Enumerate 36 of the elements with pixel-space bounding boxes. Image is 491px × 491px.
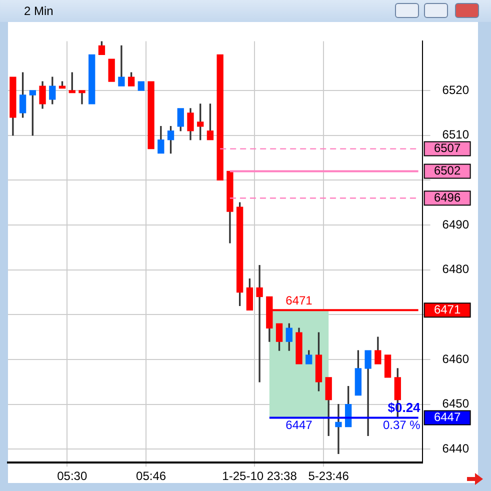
y-tick-label: 6460: [442, 352, 470, 366]
y-tick-label: 6440: [442, 441, 470, 456]
candlestick: [256, 265, 263, 382]
ref-line-label: 6471: [434, 302, 461, 316]
annotation: 6471: [286, 293, 313, 308]
ref-line-label: 6496: [434, 190, 461, 204]
candlestick: [384, 354, 392, 378]
chart-title: 2 Min: [24, 4, 54, 18]
y-tick-label: 6480: [442, 262, 470, 276]
candlestick: [138, 81, 144, 91]
y-tick-label: 6510: [442, 128, 470, 142]
y-tick-label: 6490: [442, 217, 470, 232]
candlestick: [118, 45, 125, 86]
ref-line-label: 6447: [434, 410, 461, 424]
candlestick: [148, 81, 154, 150]
x-tick-label: 05:46: [136, 469, 166, 484]
candlestick: [226, 170, 234, 244]
y-tick-label: 6450: [442, 396, 470, 411]
x-tick-label: 5-23:46: [308, 469, 350, 484]
candlestick: [88, 54, 96, 104]
candlestick: [10, 76, 16, 136]
candlestick: [187, 108, 194, 140]
candlestick: [39, 81, 46, 109]
ref-line-label: 6502: [434, 164, 461, 178]
candlestick: [216, 54, 224, 181]
annotation: 6447: [286, 418, 313, 432]
annotation: 0.37 %: [382, 418, 421, 432]
candlestick: [364, 350, 372, 436]
x-tick-label: 1-25-10 23:38: [222, 469, 298, 484]
candlestick: [296, 328, 302, 364]
x-tick-label: 05:30: [57, 469, 88, 484]
candlestick: [108, 58, 115, 82]
candlestick: [335, 404, 342, 454]
ref-line-label: 6507: [434, 141, 461, 156]
candlestick: [78, 90, 86, 104]
y-tick-label: 6520: [442, 82, 470, 97]
